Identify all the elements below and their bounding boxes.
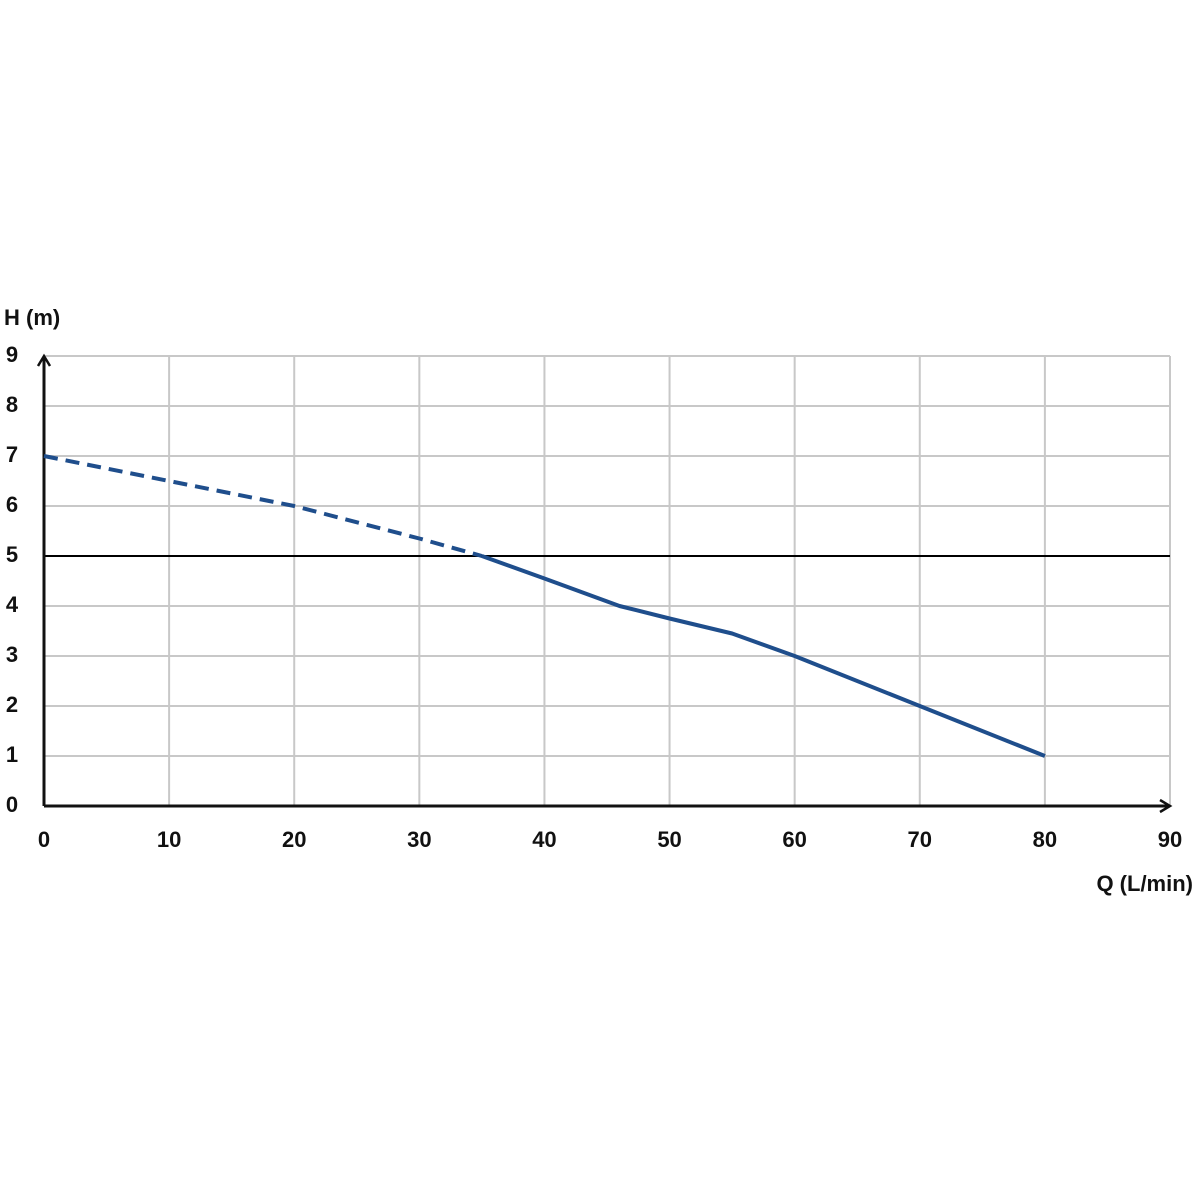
- x-tick-label: 40: [532, 827, 556, 852]
- y-axis-arrow: [36, 353, 52, 367]
- x-tick-label: 30: [407, 827, 431, 852]
- curve: [43, 454, 483, 558]
- x-tick-label: 20: [282, 827, 306, 852]
- y-tick-label: 6: [6, 492, 18, 517]
- y-tick-label: 1: [6, 742, 18, 767]
- y-tick-label: 2: [6, 692, 18, 717]
- y-tick-label: 0: [6, 792, 18, 817]
- y-tick-label: 3: [6, 642, 18, 667]
- curve: [481, 554, 1046, 758]
- x-tick-label: 60: [782, 827, 806, 852]
- y-tick-label: 8: [6, 392, 18, 417]
- x-tick-label: 50: [657, 827, 681, 852]
- x-tick-label: 90: [1158, 827, 1182, 852]
- x-axis-arrow: [1159, 798, 1173, 814]
- y-tick-label: 7: [6, 442, 18, 467]
- y-tick-label: 9: [6, 342, 18, 367]
- y-tick-label: 4: [6, 592, 19, 617]
- y-tick-label: 5: [6, 542, 18, 567]
- x-tick-label: 80: [1033, 827, 1057, 852]
- x-tick-label: 10: [157, 827, 181, 852]
- x-tick-label: 70: [908, 827, 932, 852]
- x-tick-label: 0: [38, 827, 50, 852]
- x-axis-label: Q (L/min): [1096, 871, 1193, 896]
- y-axis-label: H (m): [4, 305, 60, 330]
